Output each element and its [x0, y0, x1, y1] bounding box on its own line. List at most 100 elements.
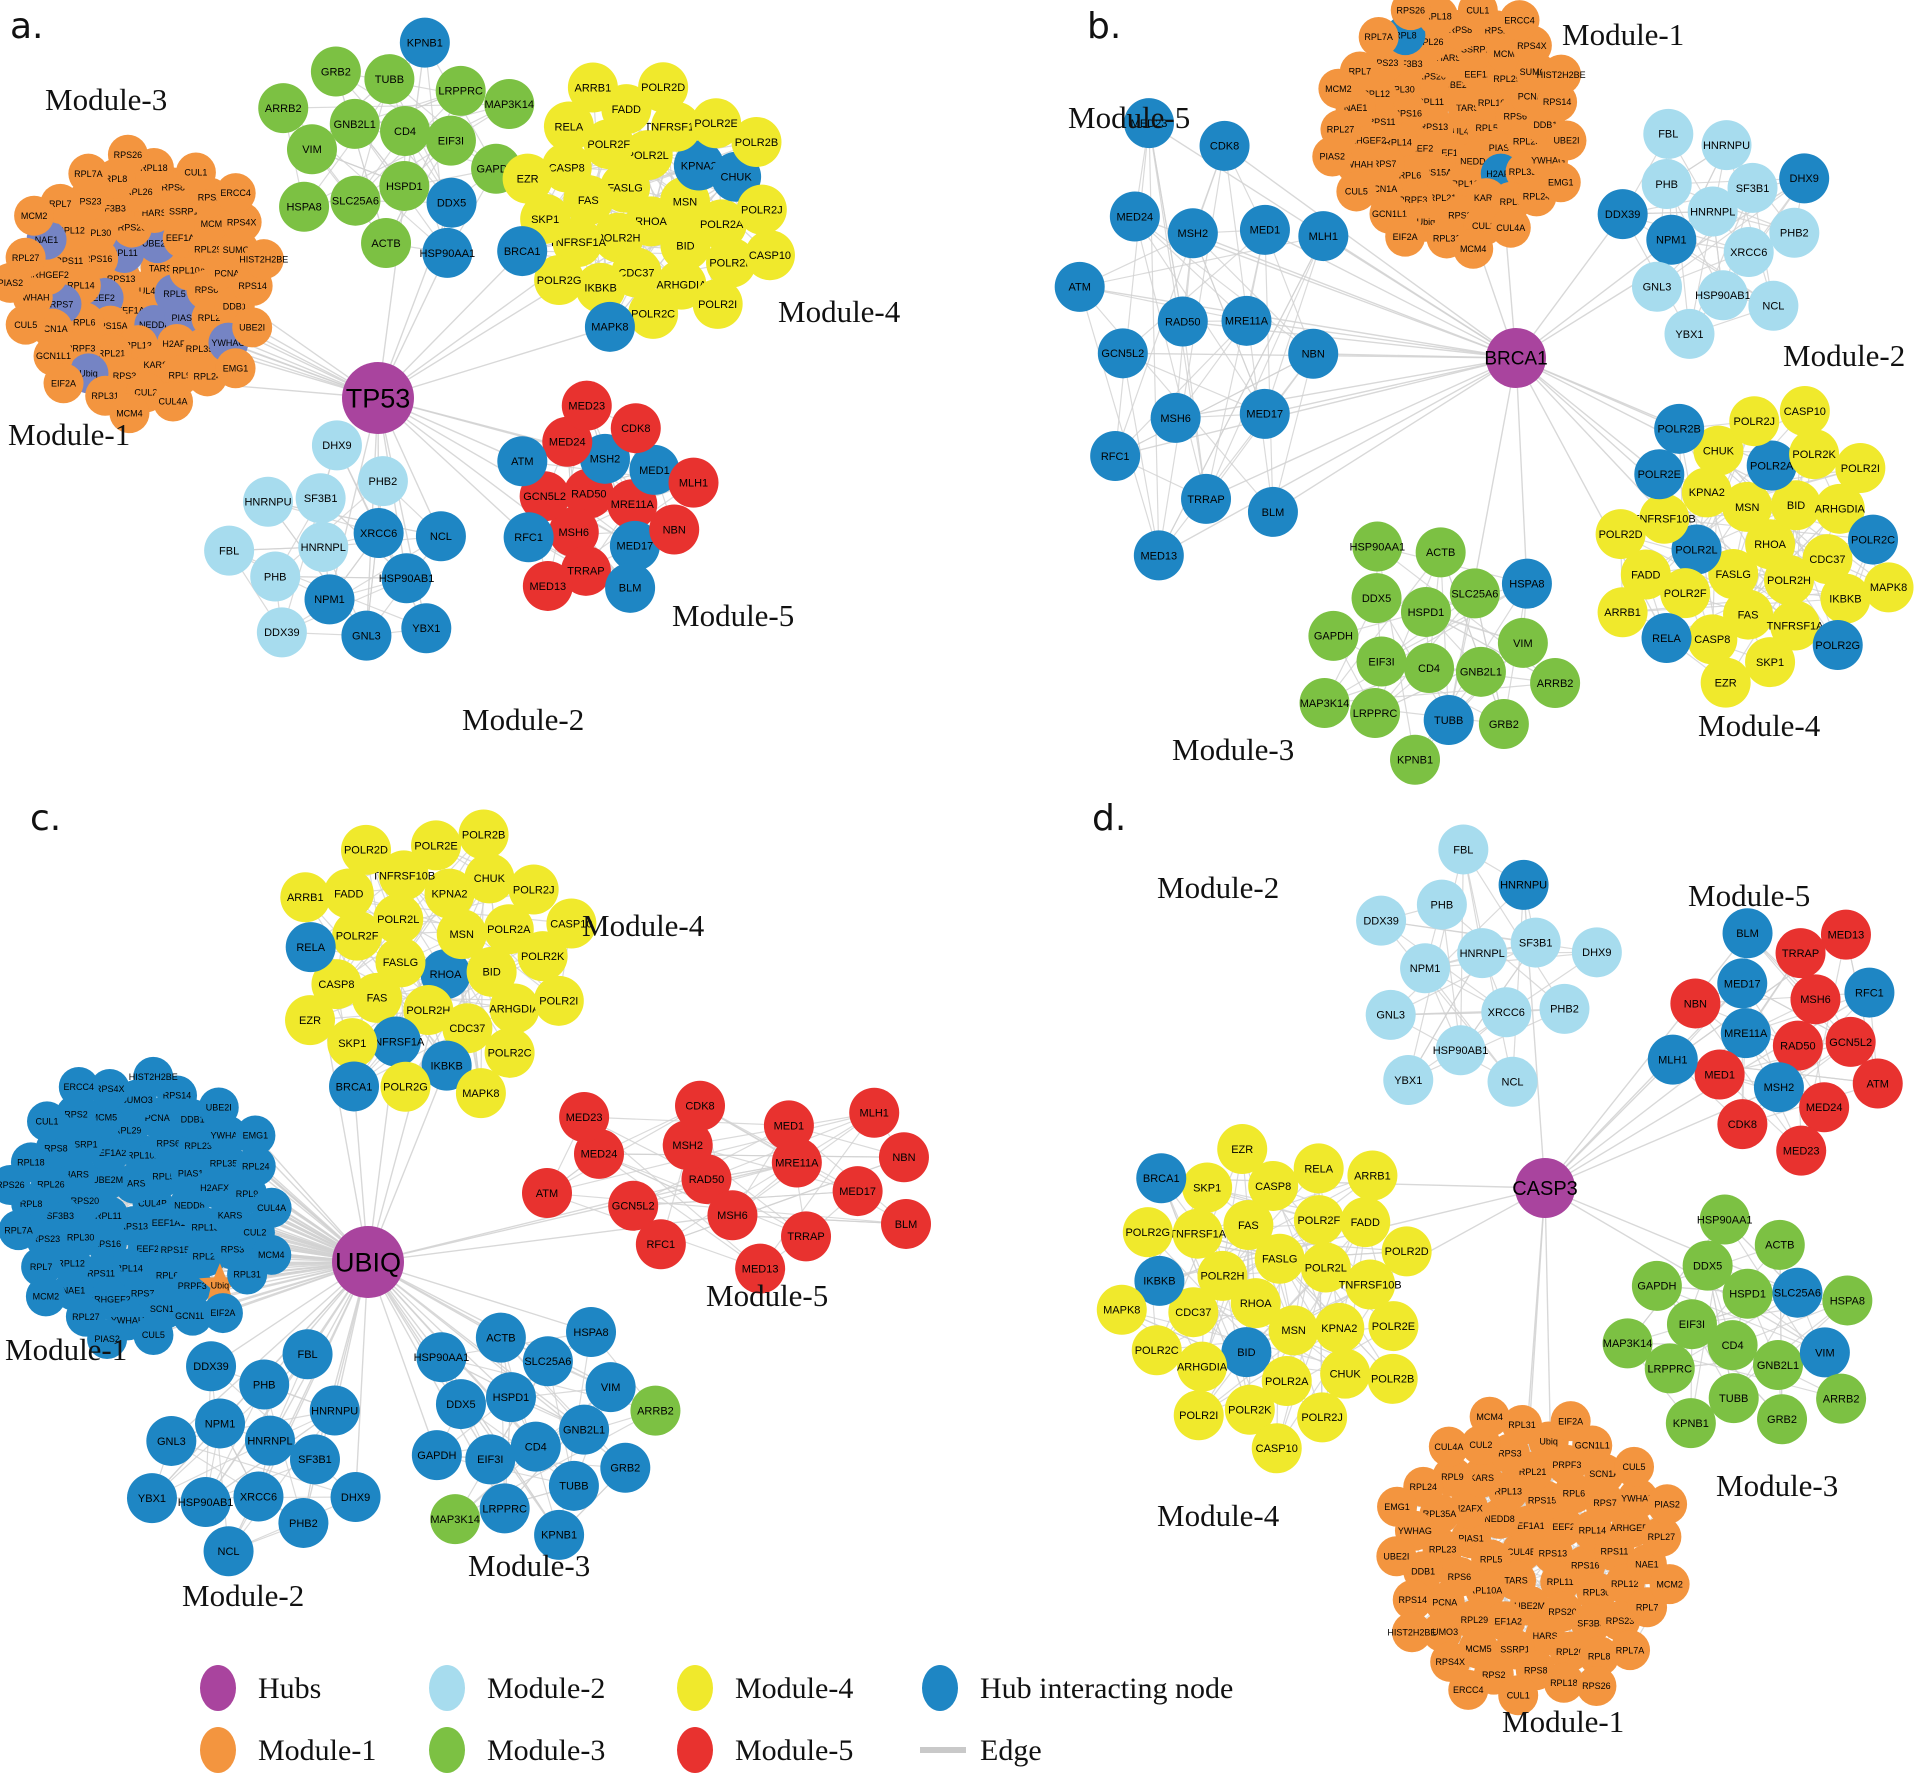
node-MSH6	[548, 507, 599, 558]
panel-d-module-3-title: Module-3	[1716, 1468, 1838, 1503]
node-label: KPNA2	[681, 160, 717, 172]
node-label: EIF3I	[1368, 656, 1394, 668]
node-XRCC6	[1723, 226, 1774, 277]
node-label: SLC25A6	[1774, 1288, 1821, 1300]
node-label: POLR2A	[700, 219, 744, 231]
node-label: XRCC6	[1730, 247, 1767, 259]
node-BID	[466, 946, 517, 997]
node-label: MED23	[1131, 118, 1168, 130]
node-label: ACTB	[1426, 547, 1455, 559]
node-label: PHB	[264, 571, 287, 583]
node-label: RPL23	[1429, 1545, 1457, 1555]
node-label: SLC25A6	[524, 1356, 571, 1368]
node-IKBKB	[421, 1040, 472, 1091]
node-label: PRPF3	[1552, 1460, 1581, 1470]
node-label: PIAS1	[172, 313, 198, 323]
node-label: GCN1L1	[1575, 1441, 1610, 1451]
node-XRCC6	[353, 508, 404, 559]
node-HSPD1	[379, 160, 430, 211]
node-label: RPL30	[84, 228, 112, 238]
panel-d-module-5-nodes: RAD50 MRE11A MSH6 MSH2 MED17 GCN5L2 MED1 TRRAP M…	[1647, 908, 1903, 1176]
node-label: ARRB2	[265, 103, 302, 115]
node-label: PHB2	[369, 476, 398, 488]
node-label: YWHAG	[211, 338, 245, 348]
node-EIF3I	[1356, 636, 1407, 687]
node-label: HNRNPU	[1500, 880, 1547, 892]
node-label: CUL1	[184, 168, 207, 178]
node-HSP90AB1	[381, 553, 432, 604]
node-label: ERCC4	[220, 188, 251, 198]
node-label: MED13	[530, 581, 567, 593]
hub-edge	[1246, 320, 1517, 359]
node-label: UBE2M	[142, 238, 173, 248]
node-DDX5	[426, 177, 477, 228]
node-label: RELA	[296, 942, 325, 954]
node-label: SKP1	[531, 214, 559, 226]
node-RAD50	[1157, 296, 1208, 347]
node-label: PIAS2	[0, 278, 23, 288]
node-VIM	[286, 124, 337, 175]
node-POLR2B	[1654, 403, 1705, 454]
node-label: CUL5	[142, 1330, 165, 1340]
node-ACTB	[1415, 527, 1466, 578]
node-label: SF3B3	[98, 204, 126, 214]
node-TNFRSF1A	[370, 1016, 421, 1067]
panel-b-hub: BRCA1	[1484, 328, 1548, 388]
node-label: NPM1	[205, 1418, 236, 1430]
node-label: MCM5	[201, 219, 228, 229]
node-label: POLR2C	[1135, 1345, 1179, 1357]
node-label: RPL29	[194, 244, 222, 254]
node-label: MCM4	[1460, 244, 1487, 254]
node-label: FBL	[297, 1349, 317, 1361]
node-label: RPS23	[1370, 58, 1399, 68]
node-GNL3	[1631, 261, 1682, 312]
node-label: POLR2I	[539, 996, 578, 1008]
node-label: RPL10A	[127, 1150, 161, 1160]
hub-label: TP53	[346, 383, 411, 413]
node-label: RPL5	[152, 1172, 175, 1182]
node-label: HARS	[64, 1170, 89, 1180]
node-label: RPL5	[163, 289, 186, 299]
node-label: DDX39	[1605, 209, 1640, 221]
node-label: VIM	[1513, 638, 1533, 650]
node-label: FAS	[578, 195, 599, 207]
node-HSPD1	[485, 1372, 536, 1423]
legend-label: Module-4	[735, 1672, 853, 1705]
node-label: CASP8	[1255, 1181, 1291, 1193]
node-label: POLR2G	[537, 275, 582, 287]
node-label: MCM4	[1476, 1412, 1503, 1422]
node-label: CASP10	[749, 250, 791, 262]
node-ACTB	[361, 218, 412, 269]
node-label: RPL30	[67, 1232, 95, 1242]
node-label: FADD	[334, 888, 363, 900]
hub-edge	[1515, 357, 1660, 475]
node-label: RPL30	[1387, 85, 1415, 95]
panel-b-module-4-title: Module-4	[1698, 708, 1821, 743]
node-label: EMG1	[243, 1131, 269, 1141]
node-SF3B1	[1727, 162, 1778, 213]
node-label: RPL7	[49, 199, 72, 209]
edge	[1688, 145, 1728, 335]
node-label: POLR2E	[1372, 1321, 1415, 1333]
edge	[1511, 884, 1525, 1082]
node-label: RPS23	[32, 1234, 61, 1244]
node-GRB2	[1478, 699, 1529, 750]
node-label: MED13	[1828, 929, 1865, 941]
edge	[598, 1153, 904, 1158]
node-label: NEDD8	[139, 320, 170, 330]
node-MCM4	[109, 393, 150, 434]
node-label: RFC1	[1101, 451, 1130, 463]
node-label: POLR2H	[406, 1005, 450, 1017]
node-KPNA2	[1681, 467, 1732, 518]
node-CUL4A	[251, 1187, 292, 1228]
node-label: POLR2J	[513, 884, 555, 896]
node-label: RPL21	[1429, 193, 1457, 203]
panel-a-hub: TP53	[342, 362, 414, 434]
node-label: RPL11	[95, 1211, 122, 1221]
node-label: RPL5	[1475, 123, 1498, 133]
node-EMG1	[235, 1115, 276, 1156]
node-EIF2A	[202, 1293, 243, 1334]
node-label: MRE11A	[611, 499, 655, 511]
node-label: PRPF3	[66, 343, 95, 353]
node-label: MED17	[1724, 978, 1761, 990]
